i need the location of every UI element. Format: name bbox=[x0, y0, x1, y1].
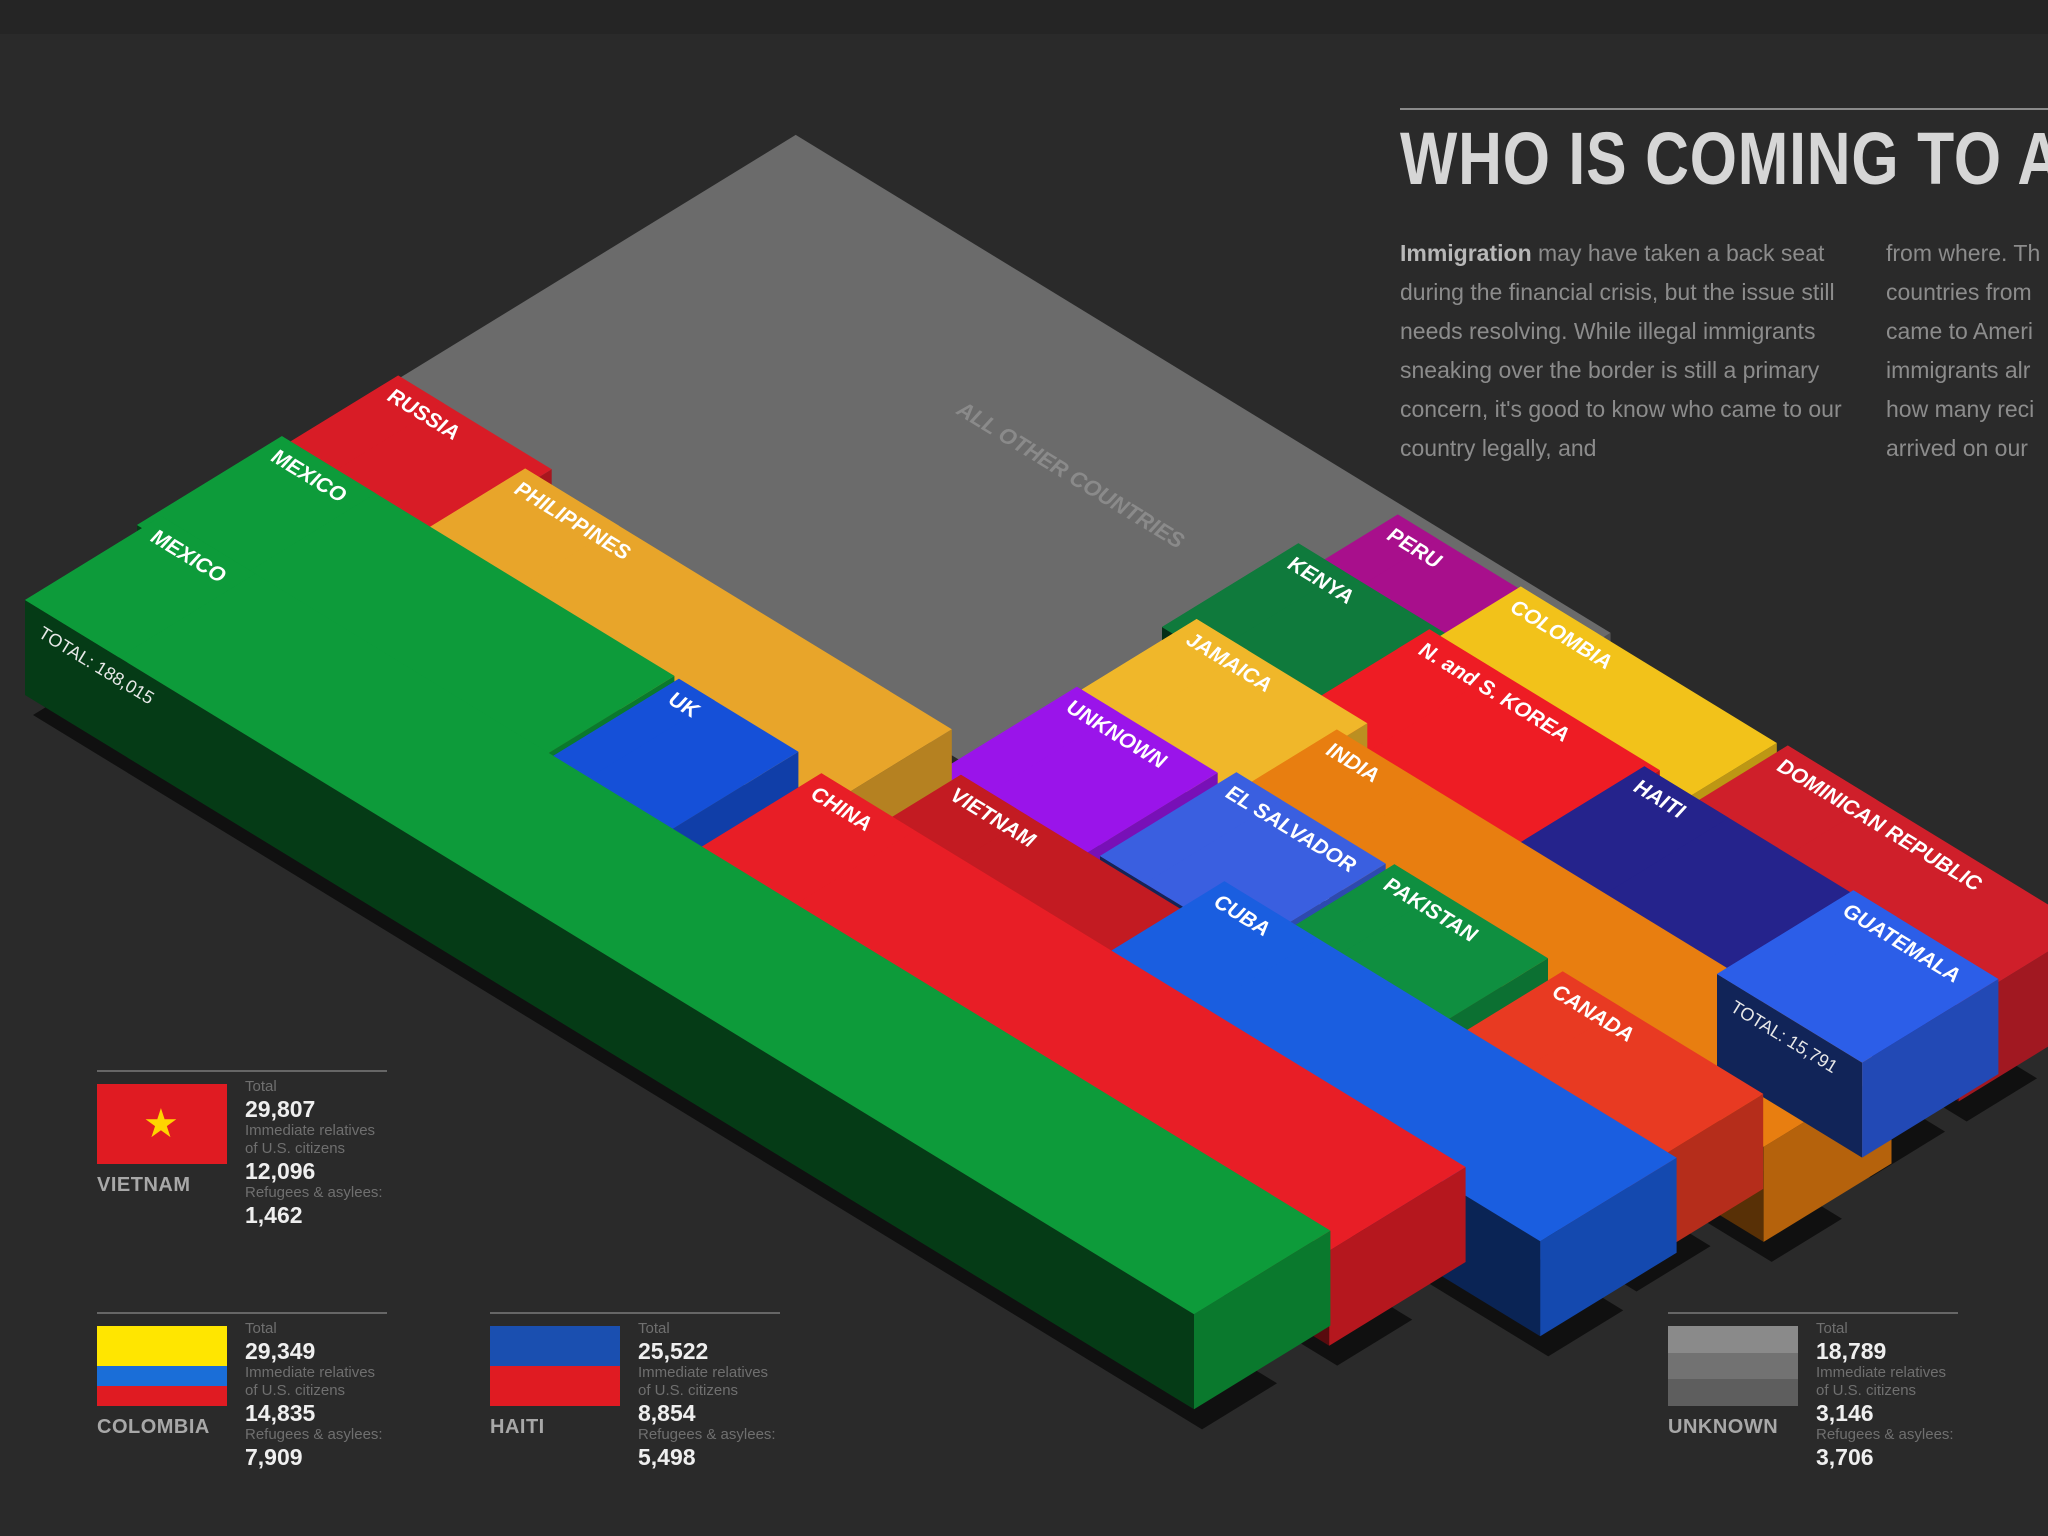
relatives-label-2: of U.S. citizens bbox=[245, 1382, 346, 1399]
haiti-flag bbox=[490, 1326, 620, 1406]
intro-line: countries from bbox=[1886, 279, 2032, 305]
bar-end-face bbox=[1194, 1230, 1331, 1410]
bar-label-band bbox=[1508, 766, 1729, 902]
intro-line: came to Ameri bbox=[1886, 318, 2033, 344]
refugees-value: 7,909 bbox=[245, 1444, 303, 1470]
intro-line: immigrants alr bbox=[1886, 357, 2031, 383]
relatives-value: 12,096 bbox=[245, 1158, 316, 1184]
detail-rule bbox=[97, 1312, 387, 1314]
country-name: HAITI bbox=[490, 1416, 545, 1438]
relatives-label: Immediate relatives bbox=[245, 1364, 376, 1381]
country-name: VIETNAM bbox=[97, 1174, 191, 1196]
header: WHO IS COMING TO A Immigration may have … bbox=[1400, 108, 2048, 461]
relatives-value: 14,835 bbox=[245, 1400, 316, 1426]
intro-bold: Immigration bbox=[1400, 240, 1532, 266]
header-rule bbox=[1400, 108, 2048, 110]
intro-body: may have taken a back seat during the fi… bbox=[1400, 240, 1842, 461]
vietnam-flag: ★ bbox=[97, 1084, 227, 1164]
star-icon: ★ bbox=[143, 1102, 179, 1146]
total-value: 29,807 bbox=[245, 1096, 316, 1122]
bar-end-face bbox=[1862, 979, 1999, 1158]
relatives-value: 8,854 bbox=[638, 1400, 696, 1426]
refugees-value: 1,462 bbox=[245, 1202, 303, 1228]
intro-text-col2: from where. Th countries from came to Am… bbox=[1886, 234, 2048, 468]
relatives-label-2: of U.S. citizens bbox=[638, 1382, 739, 1399]
bar-top-face bbox=[685, 773, 1466, 1251]
refugees-label: Refugees & asylees: bbox=[245, 1426, 383, 1443]
top-strip bbox=[0, 0, 2048, 34]
total-label: Total bbox=[638, 1320, 670, 1337]
bar-top-face bbox=[25, 516, 1331, 1315]
detail-rule bbox=[1668, 1312, 1958, 1314]
intro-line: how many reci bbox=[1886, 396, 2035, 422]
bar-label-band bbox=[540, 678, 715, 786]
page-title: WHO IS COMING TO A bbox=[1400, 117, 2048, 200]
refugees-label: Refugees & asylees: bbox=[245, 1184, 383, 1201]
bar-label-band bbox=[25, 516, 256, 658]
total-label: Total bbox=[245, 1320, 277, 1337]
refugees-label: Refugees & asylees: bbox=[1816, 1426, 1954, 1443]
relatives-label: Immediate relatives bbox=[638, 1364, 769, 1381]
intro-text: Immigration may have taken a back seat d… bbox=[1400, 234, 1868, 468]
stats: Total 29,807 Immediate relatives of U.S.… bbox=[245, 1078, 445, 1228]
relatives-label: Immediate relatives bbox=[245, 1122, 376, 1139]
total-label: Total bbox=[1816, 1320, 1848, 1337]
bar-label-band bbox=[1100, 772, 1282, 884]
intro-line: arrived on our bbox=[1886, 435, 2028, 461]
detail-rule bbox=[97, 1070, 387, 1072]
refugees-value: 5,498 bbox=[638, 1444, 696, 1470]
bar-end-face bbox=[1329, 1167, 1466, 1346]
stats: Total 18,789 Immediate relatives of U.S.… bbox=[1816, 1320, 2016, 1470]
country-name: UNKNOWN bbox=[1668, 1416, 1779, 1438]
bar-label-band bbox=[1717, 890, 1897, 1001]
stats: Total 25,522 Immediate relatives of U.S.… bbox=[638, 1320, 838, 1470]
stats: Total 29,349 Immediate relatives of U.S.… bbox=[245, 1320, 445, 1470]
total-value: 25,522 bbox=[638, 1338, 709, 1364]
total-label: Total bbox=[245, 1078, 277, 1095]
unknown-flag bbox=[1668, 1326, 1798, 1406]
detail-rule bbox=[490, 1312, 780, 1314]
refugees-label: Refugees & asylees: bbox=[638, 1426, 776, 1443]
bar-end-face bbox=[1540, 1157, 1677, 1337]
relatives-label-2: of U.S. citizens bbox=[1816, 1382, 1917, 1399]
refugees-value: 3,706 bbox=[1816, 1444, 1874, 1470]
relatives-label: Immediate relatives bbox=[1816, 1364, 1947, 1381]
bar-side-face bbox=[25, 600, 1194, 1410]
total-value: 18,789 bbox=[1816, 1338, 1887, 1364]
intro-line: from where. Th bbox=[1886, 240, 2041, 266]
country-name: COLOMBIA bbox=[97, 1416, 210, 1438]
colombia-flag bbox=[97, 1326, 227, 1406]
total-value: 29,349 bbox=[245, 1338, 316, 1364]
relatives-value: 3,146 bbox=[1816, 1400, 1874, 1426]
relatives-label-2: of U.S. citizens bbox=[245, 1140, 346, 1157]
bar-side-face bbox=[1717, 974, 1863, 1158]
bar-label-band bbox=[938, 686, 1120, 798]
